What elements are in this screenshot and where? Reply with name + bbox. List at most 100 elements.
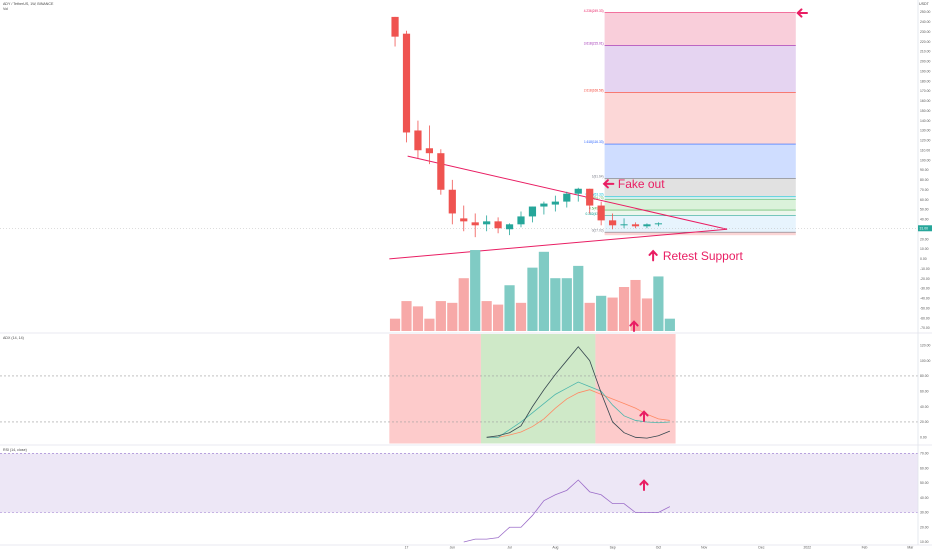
volume-bar [653,276,664,331]
volume-bar [618,287,630,331]
time-tick-label: Jul [507,546,512,550]
price-tick-label: 220.00 [920,40,930,44]
price-tick-label: 110.00 [920,148,930,152]
fib-level-label: 0.5(49.43) [589,206,604,210]
adx-panel [0,334,918,444]
candle-body [609,220,617,226]
candle-body [551,201,559,205]
up-arrow-icon [639,410,649,422]
price-tick-label: -50.00 [920,306,930,310]
adx-tick-label: 100.00 [920,359,930,363]
price-tick-label: 240.00 [920,20,930,24]
price-tick-label: -40.00 [920,297,930,301]
adx-zone [595,334,676,444]
candle-body [483,221,491,225]
candle-body [494,221,502,229]
candle-body [460,218,468,222]
time-tick-label: 2022 [803,546,811,550]
volume-bars [389,250,675,331]
candle-body [528,206,537,217]
up-arrow-icon [629,320,639,332]
adx-label: ADX (14, 14) [3,336,24,340]
candle-body [425,148,433,154]
price-tick-label: 200.00 [920,60,930,64]
price-tick-label: 130.00 [920,129,930,133]
last-price-tag [918,225,932,232]
volume-bar [607,297,618,331]
fib-level-label: 3.618(215.01) [584,42,604,46]
symbol-title: ADY / TetherUS, 1W, BINANCE [3,2,54,6]
time-tick-label: 17 [405,546,409,550]
adx-tick-label: 80.00 [920,374,929,378]
candle-body [437,153,445,190]
fib-zone [604,232,796,236]
fib-level-label: 0.618(64.73) [586,196,604,200]
price-tick-label: 100.00 [920,158,930,162]
volume-bar [664,318,675,331]
rsi-panel [0,453,918,543]
rsi-tick-label: 40.00 [920,496,929,500]
candle-body [402,33,411,133]
volume-bar [573,265,584,331]
fib-level-label: 4.236(249.33) [584,9,604,13]
candle-body [586,188,594,206]
fib-zone [604,12,796,46]
volume-bar [538,251,549,331]
fib-level-label: 0.382(43.83) [586,212,604,216]
di-plus-line [486,381,670,438]
volume-bar [447,302,458,331]
fib-level-label: 0(27.03) [592,228,604,232]
price-tick-label: 40.00 [920,218,929,222]
candle-body [414,130,422,151]
price-tick-label: 180.00 [920,79,930,83]
time-tick-label: Dec [758,546,764,550]
price-tick-label: 120.00 [920,139,930,143]
candle-body [620,224,628,226]
fibonacci-extension: 4.236(249.33) 3.618(215.01) 2.618(168.58) 1… [584,9,796,236]
fib-zone [604,199,796,211]
price-tick-label: 210.00 [920,50,930,54]
volume-label: Vol [3,7,8,11]
time-tick-label: Mar [907,546,914,550]
price-tick-label: -70.00 [920,326,930,330]
rsi-tick-label: 10.00 [920,540,929,544]
fib-level-label: 1(81.64) [592,174,604,178]
volume-bar [470,250,481,331]
candle-body [643,224,651,227]
price-tick-label: -30.00 [920,287,930,291]
adx-line [486,346,670,439]
up-arrow-icon [639,479,649,491]
annotations: Fake out Retest Support [602,8,808,491]
price-tick-label: 250.00 [920,10,930,14]
currency-label: USDT [919,2,929,6]
time-tick-label: Oct [656,546,661,550]
volume-bar [435,301,446,331]
annotation-fake-out: Fake out [618,177,665,191]
candle-body [597,205,605,221]
adx-tick-label: 40.00 [920,405,929,409]
last-price-label: 31.00 [920,226,929,230]
volume-bar [596,295,607,331]
fib-zone [604,144,796,179]
adx-tick-label: 0.00 [920,436,927,440]
volume-bar [584,302,595,331]
volume-bar [504,285,515,331]
time-tick-label: Feb [862,546,868,550]
volume-bar [561,278,572,331]
fib-zone [604,210,796,216]
price-tick-label: 160.00 [920,99,930,103]
candle-body [540,203,548,207]
candle-body [471,222,479,226]
volume-bar [641,298,653,331]
volume-bar [493,304,504,331]
candle-body [391,16,399,37]
price-tick-label: 140.00 [920,119,930,123]
fib-level-label: 1.618(116.33) [584,140,604,144]
volume-bar [389,318,401,331]
volume-bar [515,302,527,331]
up-arrow-icon [648,249,658,262]
rsi-line [463,479,671,543]
candle-body [448,189,456,214]
